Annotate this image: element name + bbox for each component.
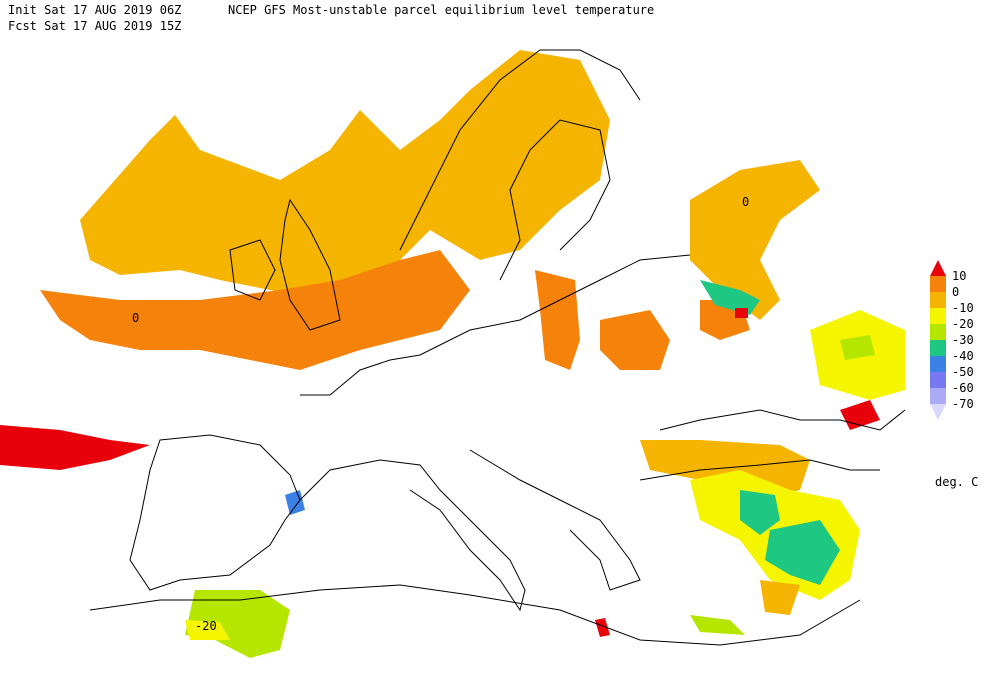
coastline [279, 198, 341, 331]
legend-swatch [930, 356, 946, 372]
legend-swatch [930, 324, 946, 340]
legend-label: -50 [952, 365, 974, 379]
field-area [760, 580, 800, 615]
field-area [700, 280, 760, 315]
field-areas [0, 50, 905, 658]
legend-label: -10 [952, 301, 974, 315]
legend-unit: deg. C [935, 475, 978, 489]
contour-label: 0 [132, 311, 139, 325]
field-area [840, 335, 875, 360]
legend-label: -30 [952, 333, 974, 347]
field-area [80, 50, 610, 300]
legend-label: -70 [952, 397, 974, 411]
field-area [740, 490, 780, 535]
field-area [535, 270, 580, 370]
coastline [129, 434, 301, 591]
coastline [469, 449, 641, 591]
field-area [185, 620, 230, 640]
coastline [639, 459, 880, 481]
field-area [690, 615, 745, 635]
field-area [765, 520, 840, 585]
coastline [300, 254, 691, 396]
coastline [499, 119, 611, 281]
field-area [185, 590, 290, 658]
coastline [659, 409, 906, 431]
coastline [229, 239, 276, 301]
coastline [89, 584, 861, 646]
legend-label: 10 [952, 269, 966, 283]
field-area [285, 490, 305, 515]
legend-label: -20 [952, 317, 974, 331]
contour-label: 0 [742, 195, 749, 209]
legend-swatch [930, 260, 946, 276]
legend-label: -60 [952, 381, 974, 395]
legend-swatch [930, 276, 946, 292]
legend-label: 0 [952, 285, 959, 299]
field-area [600, 310, 670, 370]
coastline [299, 459, 526, 612]
legend-swatch [930, 308, 946, 324]
field-area [40, 250, 470, 370]
coastlines [89, 49, 906, 646]
forecast-time: Fcst Sat 17 AUG 2019 15Z [8, 19, 181, 33]
coastline [399, 49, 641, 251]
field-area [690, 160, 820, 320]
init-time: Init Sat 17 AUG 2019 06Z [8, 3, 181, 17]
legend-swatch [930, 388, 946, 404]
legend-swatch [930, 404, 946, 420]
map-title: NCEP GFS Most-unstable parcel equilibriu… [228, 3, 654, 17]
legend-swatch [930, 372, 946, 388]
legend-swatch [930, 292, 946, 308]
legend: 10 0 -10 -20 -30 -40 -50 -60 -70 [930, 260, 974, 420]
field-area [0, 425, 150, 470]
field-area [735, 308, 748, 318]
legend-swatch [930, 340, 946, 356]
legend-label: -40 [952, 349, 974, 363]
field-area [595, 618, 610, 637]
contour-label: -20 [195, 619, 217, 633]
